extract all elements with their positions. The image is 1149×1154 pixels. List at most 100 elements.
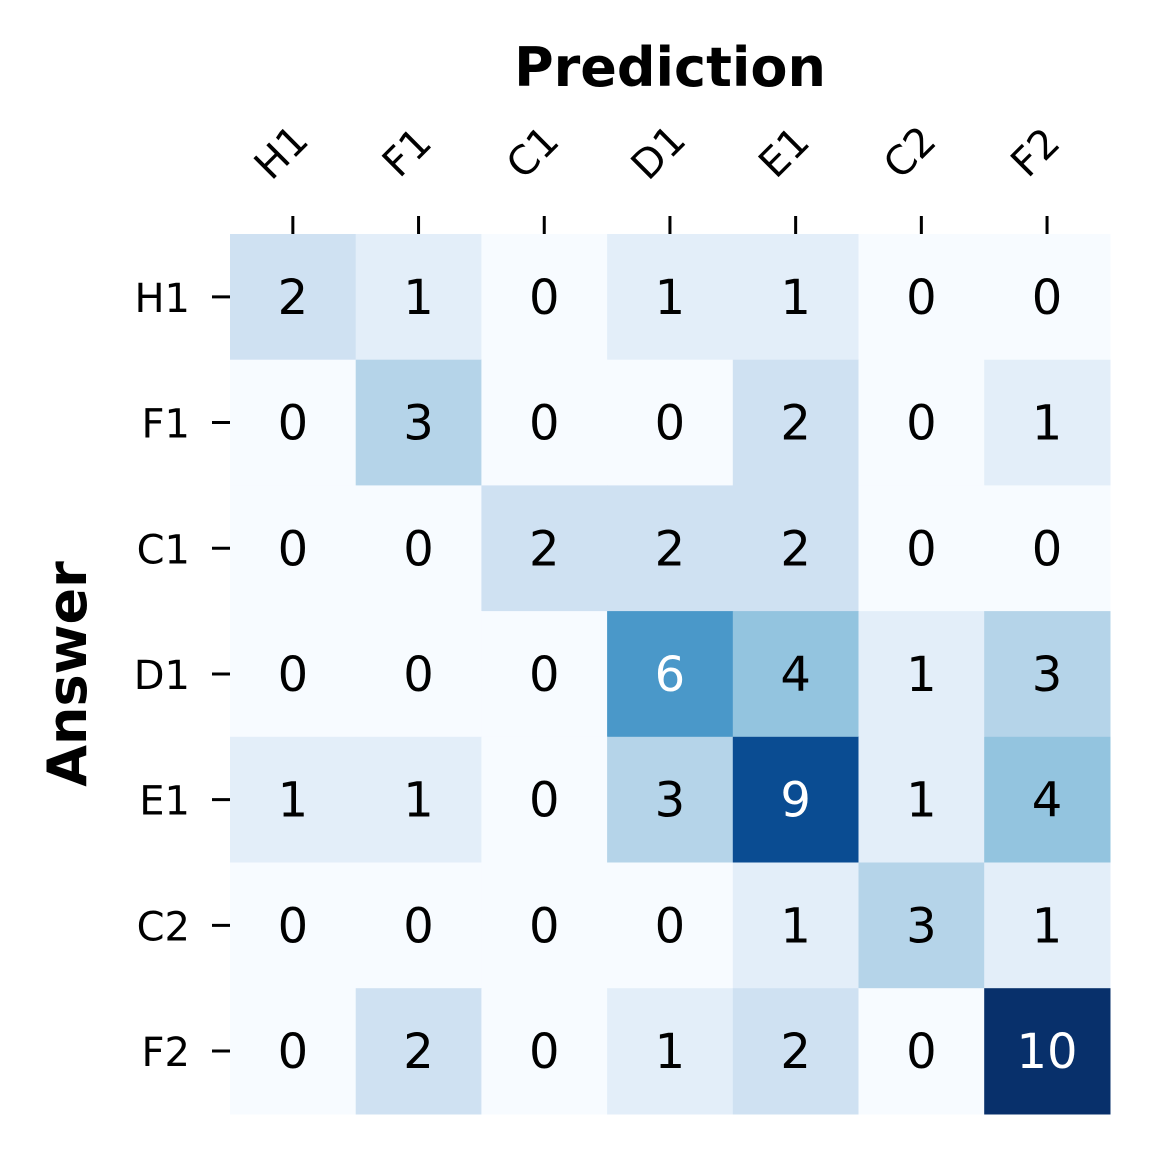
heatmap-cell-C2-E1: [732, 862, 860, 989]
heatmap-cell-C1-F2: [984, 485, 1111, 612]
heatmap-cell-F2-F1: [355, 988, 482, 1115]
y-tick-label-E1: E1: [139, 779, 190, 825]
heatmap-cell-F2-H1: [230, 988, 357, 1115]
cell-value-label: 1: [906, 773, 937, 829]
heatmap-cell-C2-F1: [355, 862, 482, 989]
x-tick-label-C2: C2: [875, 118, 945, 188]
cell-value-label: 0: [1032, 270, 1063, 326]
cell-value-label: 10: [1017, 1024, 1078, 1080]
cell-value-label: 3: [906, 898, 937, 954]
heatmap-cell-D1-H1: [230, 611, 357, 738]
cell-value-label: 0: [529, 898, 560, 954]
heatmap-cell-E1-F2: [984, 736, 1111, 864]
cell-value-label: 0: [529, 270, 560, 326]
heatmap-cell-C2-C2: [858, 862, 985, 989]
cell-value-label: 0: [278, 396, 309, 452]
heatmap-cell-F2-D1: [607, 988, 734, 1115]
cell-value-label: 1: [655, 1024, 686, 1080]
heatmap-cell-E1-F1: [355, 736, 482, 864]
heatmap-cell-F1-F1: [355, 359, 482, 486]
heatmap-cell-H1-D1: [607, 234, 734, 361]
y-tick-label-D1: D1: [134, 653, 190, 699]
x-tick-label-C1: C1: [498, 118, 568, 188]
cell-value-label: 1: [1032, 898, 1063, 954]
cell-value-label: 2: [403, 1024, 434, 1080]
cell-value-label: 1: [780, 270, 811, 326]
heatmap-cell-F1-F2: [984, 359, 1111, 486]
heatmap-cell-C1-F1: [355, 485, 482, 612]
heatmap-cell-E1-C1: [481, 736, 608, 864]
heatmap-cell-D1-D1: [607, 611, 734, 738]
heatmap-cell-H1-E1: [732, 234, 860, 361]
x-axis-title: Prediction: [514, 36, 826, 99]
cell-value-label: 0: [278, 1024, 309, 1080]
heatmap-cell-C1-D1: [607, 485, 734, 612]
cell-value-label: 0: [529, 647, 560, 703]
cell-value-label: 0: [403, 898, 434, 954]
cell-value-label: 2: [780, 396, 811, 452]
heatmap-cell-F1-C1: [481, 359, 608, 486]
heatmap-cell-C1-C2: [858, 485, 985, 612]
cell-value-label: 0: [403, 647, 434, 703]
cell-value-label: 6: [655, 647, 686, 703]
heatmap-cell-C2-H1: [230, 862, 357, 989]
cell-value-label: 2: [529, 521, 560, 577]
heatmap-cell-H1-H1: [230, 234, 357, 361]
heatmap-cell-F2-C2: [858, 988, 985, 1115]
y-tick-label-C1: C1: [137, 527, 190, 573]
cell-value-label: 9: [780, 773, 811, 829]
y-tick-label-C2: C2: [137, 904, 190, 950]
cell-value-label: 0: [906, 1024, 937, 1080]
y-axis-ticks: H1 F1 C1 D1 E1 C2 F2: [134, 276, 230, 1076]
cell-value-label: 1: [780, 898, 811, 954]
x-tick-label-H1: H1: [246, 117, 318, 189]
heatmap-cell-H1-C2: [858, 234, 985, 361]
cell-value-label: 1: [655, 270, 686, 326]
cell-value-label: 1: [1032, 396, 1063, 452]
heatmap-cell-C1-E1: [732, 485, 860, 612]
cell-value-label: 2: [780, 521, 811, 577]
cell-value-label: 0: [278, 521, 309, 577]
cell-value-label: 3: [1032, 647, 1063, 703]
heatmap-cell-D1-C2: [858, 611, 985, 738]
heatmap-cell-E1-D1: [607, 736, 734, 864]
x-axis-ticks: H1 F1 C1 D1 E1 C2 F2: [246, 117, 1069, 234]
heatmap-cell-E1-C2: [858, 736, 985, 864]
heatmap-cells: 2 1 0 1 1 0 00 3 0 0 2 0 10 0 2 2 2 0 00 0 0 6 4 1 31 1 0 3 9 1 40 0 0 0 1…: [230, 234, 1111, 1115]
heatmap-cell-E1-E1: [732, 736, 860, 864]
cell-value-label: 0: [529, 1024, 560, 1080]
x-tick-label-D1: D1: [623, 117, 695, 189]
cell-value-label: 0: [655, 898, 686, 954]
cell-value-label: 0: [278, 898, 309, 954]
heatmap-cell-D1-F2: [984, 611, 1111, 738]
cell-value-label: 0: [403, 521, 434, 577]
cell-value-label: 0: [906, 396, 937, 452]
cell-value-label: 0: [906, 521, 937, 577]
cell-value-label: 0: [655, 396, 686, 452]
cell-value-label: 4: [1032, 773, 1063, 829]
cell-value-label: 0: [906, 270, 937, 326]
cell-value-label: 3: [403, 396, 434, 452]
cell-value-label: 1: [403, 773, 434, 829]
heatmap-cell-H1-F2: [984, 234, 1111, 361]
heatmap-cell-H1-F1: [355, 234, 482, 361]
heatmap-cell-F1-C2: [858, 359, 985, 486]
y-axis-title: Answer: [36, 561, 99, 787]
cell-value-label: 0: [529, 396, 560, 452]
heatmap-cell-H1-C1: [481, 234, 608, 361]
cell-value-label: 1: [278, 773, 309, 829]
heatmap-cell-C1-C1: [481, 485, 608, 612]
heatmap-cell-C2-F2: [984, 862, 1111, 989]
heatmap-cell-D1-C1: [481, 611, 608, 738]
heatmap-cell-D1-E1: [732, 611, 860, 738]
heatmap-cell-F1-E1: [732, 359, 860, 486]
cell-value-label: 2: [780, 1024, 811, 1080]
cell-value-label: 0: [278, 647, 309, 703]
x-tick-label-F2: F2: [1002, 119, 1069, 186]
heatmap-cell-F1-H1: [230, 359, 357, 486]
heatmap-cell-F2-C1: [481, 988, 608, 1115]
cell-value-label: 4: [780, 647, 811, 703]
y-tick-label-F1: F1: [142, 402, 190, 448]
heatmap-cell-C1-H1: [230, 485, 357, 612]
